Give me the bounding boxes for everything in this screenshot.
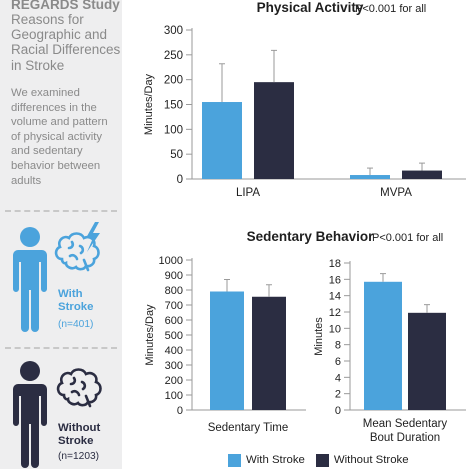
brain-icon: [54, 232, 100, 272]
y-tick-label: 500: [165, 330, 183, 342]
category-label: MVPA: [380, 187, 412, 199]
bar-with-stroke: [210, 291, 244, 410]
study-description-line: of physical activity: [11, 130, 103, 143]
study-description-line: adults: [11, 174, 42, 187]
y-tick-label: 200: [164, 75, 183, 87]
legend-entry-with-stroke: With Stroke: [228, 453, 305, 467]
y-tick-label: 0: [335, 405, 341, 417]
y-tick-label: 900: [165, 270, 183, 282]
y-tick-label: 6: [335, 356, 341, 368]
study-description-line: behavior between: [11, 159, 101, 172]
chart-annotation: P<0.001 for all: [372, 232, 443, 244]
study-description: We examined differences in the volume an…: [11, 86, 117, 188]
y-axis-label: Minutes/Day: [144, 304, 156, 366]
bar-with-stroke: [364, 281, 402, 410]
y-tick-label: 8: [335, 340, 341, 352]
y-tick-label: 10: [329, 323, 341, 335]
legend: With Stroke Without Stroke: [228, 452, 420, 468]
study-description-line: and sedentary: [11, 145, 83, 158]
y-tick-label: 200: [165, 375, 183, 387]
with-stroke-label: With Stroke: [58, 288, 93, 314]
y-tick-label: 1000: [159, 255, 183, 267]
study-subtitle: Reasons for Geographic and Racial Differ…: [11, 12, 126, 73]
legend-entry-without-stroke: Without Stroke: [315, 453, 409, 467]
y-tick-label: 700: [165, 300, 183, 312]
legend-label-without-stroke: Without Stroke: [333, 454, 409, 466]
section-divider: [5, 210, 117, 212]
lightning-icon: [86, 222, 100, 252]
y-tick-label: 4: [335, 372, 341, 384]
category-label: LIPA: [236, 187, 260, 199]
y-tick-label: 800: [165, 285, 183, 297]
without-stroke-label-line: Without: [58, 422, 101, 434]
y-tick-label: 16: [329, 274, 341, 286]
sidebar: REGARDS Study Reasons for Geographic and…: [0, 0, 122, 469]
study-description-line: We examined: [11, 87, 80, 99]
y-tick-label: 400: [165, 345, 183, 357]
legend-swatch-with-stroke: [228, 453, 241, 467]
bar-without-stroke: [252, 296, 286, 410]
y-tick-label: 2: [335, 389, 341, 401]
chart-title: Sedentary Behavior: [247, 229, 375, 244]
category-label: Mean Sedentary: [363, 418, 448, 430]
without-stroke-label-line: Stroke: [58, 435, 94, 447]
study-description-line: volume and pattern: [11, 116, 108, 129]
y-tick-label: 0: [177, 174, 183, 186]
study-subtitle-line: Geographic and: [11, 27, 108, 43]
y-tick-label: 100: [164, 124, 183, 136]
y-tick-label: 18: [329, 258, 341, 270]
y-tick-label: 300: [164, 25, 183, 37]
study-subtitle-line: Racial Differences: [11, 42, 121, 58]
without-stroke-label: Without Stroke: [58, 422, 100, 448]
y-tick-label: 250: [164, 50, 183, 62]
bar-without-stroke: [254, 82, 294, 179]
person-icon: [13, 361, 47, 468]
y-tick-label: 150: [164, 100, 183, 112]
with-stroke-count: (n=401): [58, 319, 94, 330]
y-tick-label: 300: [165, 360, 183, 372]
person-icon: [13, 227, 47, 332]
without-stroke-count: (n=1203): [58, 451, 100, 462]
y-tick-label: 50: [170, 149, 183, 161]
y-axis-label: Minutes/Day: [143, 73, 155, 135]
chart-title: Physical Activity: [257, 0, 364, 15]
with-stroke-label-line: With: [58, 288, 83, 300]
bar-without-stroke: [402, 170, 442, 179]
y-tick-label: 100: [165, 390, 183, 402]
bar-with-stroke: [350, 175, 390, 179]
section-divider: [5, 347, 117, 349]
study-subtitle-line: Reasons for: [11, 12, 84, 27]
legend-swatch-without-stroke: [315, 453, 329, 467]
study-description-line: differences in the: [11, 101, 97, 114]
y-tick-label: 0: [177, 405, 183, 417]
y-axis-label: Minutes: [313, 317, 325, 356]
with-stroke-illustration: [13, 222, 100, 332]
category-label: Sedentary Time: [208, 422, 289, 434]
bar-with-stroke: [202, 102, 242, 179]
study-title: REGARDS Study: [11, 0, 120, 12]
category-label: Bout Duration: [370, 432, 440, 444]
y-tick-label: 12: [329, 307, 341, 319]
chart-annotation: P<0.001 for all: [355, 3, 426, 15]
brain-icon: [56, 368, 102, 408]
y-tick-label: 600: [165, 315, 183, 327]
legend-label-with-stroke: With Stroke: [246, 454, 305, 466]
without-stroke-illustration: [13, 361, 102, 468]
study-subtitle-line: in Stroke: [11, 57, 65, 73]
with-stroke-label-line: Stroke: [58, 301, 94, 313]
y-tick-label: 14: [329, 291, 341, 303]
bar-without-stroke: [408, 312, 446, 410]
